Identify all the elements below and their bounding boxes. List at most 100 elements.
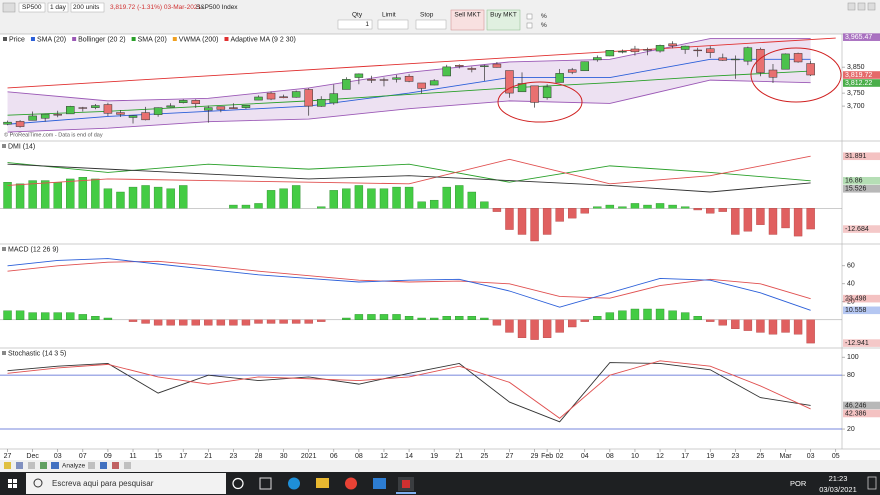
clock-time[interactable]: 21:23 [829, 474, 848, 483]
candle-body [705, 48, 715, 53]
x-tick-label: Feb [541, 453, 553, 460]
checkbox[interactable] [526, 13, 533, 20]
histogram-bar [517, 208, 527, 235]
title-icon [2, 247, 6, 251]
histogram-bar [279, 188, 288, 209]
candle-body [480, 65, 489, 67]
histogram-bar [530, 208, 539, 242]
instrument: S&P500 Index [196, 4, 238, 11]
app-icon[interactable] [373, 478, 386, 489]
notifications[interactable] [867, 476, 877, 490]
candle-body [605, 50, 615, 57]
clock-date[interactable]: 03/03/2021 [819, 485, 857, 494]
candle-body [467, 68, 477, 70]
x-tick-label: 08 [355, 453, 363, 460]
panel-title: DMI (14) [8, 143, 35, 150]
tool-icon[interactable] [88, 462, 95, 469]
candle-body [693, 49, 702, 52]
histogram-bar [304, 319, 313, 324]
title-icon [2, 144, 6, 148]
histogram-bar [643, 204, 652, 209]
legend-label: Adaptive MA (9 2 30) [230, 36, 295, 43]
histogram-bar [756, 319, 765, 333]
tool-icon[interactable] [16, 462, 23, 469]
histogram-bar [668, 204, 677, 209]
x-tick-label: 29 [531, 453, 539, 460]
histogram-bar [241, 204, 251, 209]
language[interactable]: POR [790, 479, 807, 488]
value-label-bg [843, 176, 880, 185]
start-button[interactable] [8, 479, 17, 488]
search-box[interactable] [26, 473, 226, 494]
histogram-bar [40, 180, 50, 209]
tool-icon[interactable] [28, 462, 35, 469]
candle-body [379, 79, 389, 81]
candle-body [28, 115, 37, 121]
candle-body [404, 75, 414, 82]
histogram-bar [743, 319, 753, 331]
task-view[interactable] [232, 477, 244, 490]
quote: 3,819.72 (-1.31%) 03-Mar-2021 [110, 4, 201, 11]
period-box[interactable] [47, 2, 69, 13]
symbol-box[interactable] [18, 2, 46, 13]
analyze[interactable]: Analyze [62, 463, 86, 470]
tool-icon[interactable] [100, 462, 107, 469]
sell-button[interactable] [450, 9, 485, 31]
panel-title: MACD (12 26 9) [8, 246, 59, 253]
indicator-line [7, 362, 811, 423]
menu-icon[interactable] [2, 2, 16, 13]
candle-body [718, 57, 728, 61]
limit-input[interactable] [377, 19, 409, 30]
candle-body [254, 96, 263, 101]
value-label: 15.526 [845, 186, 867, 193]
tool-icon[interactable] [4, 462, 11, 469]
indicator-line [7, 258, 811, 311]
candle-body [279, 96, 288, 99]
qty-input[interactable] [337, 19, 373, 30]
histogram-bar [317, 206, 326, 209]
histogram-bar [793, 208, 803, 237]
stop-input[interactable] [415, 19, 447, 30]
tool-icon[interactable] [124, 462, 131, 469]
window-button[interactable] [847, 2, 856, 11]
window-button[interactable] [867, 2, 876, 11]
candle-body [756, 48, 765, 73]
app-icon[interactable] [316, 478, 329, 488]
band-fill [7, 38, 811, 133]
x-tick-label: 21 [204, 453, 212, 460]
value-label: 16.86 [845, 178, 863, 185]
plot: 3,700 3,750 3,850 Price SMA (20) Bollinger (2… [0, 33, 880, 460]
histogram-bar [429, 199, 439, 209]
histogram-bar [768, 319, 778, 335]
app-icon[interactable] [259, 477, 272, 490]
y-tick-label: 20 [847, 426, 855, 433]
value-label-bg [843, 294, 880, 303]
sell-label: Sell MKT [454, 12, 480, 19]
histogram-bar [53, 312, 62, 321]
value-label: 3,819.72 [845, 72, 872, 79]
app-icon[interactable] [345, 477, 357, 490]
candle-body [191, 100, 201, 104]
buy-button[interactable] [486, 9, 521, 31]
tool-icon[interactable] [40, 462, 47, 469]
candle-body [153, 107, 163, 115]
histogram-bar [568, 208, 577, 219]
candle-body [91, 105, 100, 108]
tool-icon[interactable] [51, 462, 59, 469]
histogram-bar [718, 208, 727, 212]
histogram-bar [706, 319, 715, 322]
units-box[interactable] [70, 2, 105, 13]
tool-icon[interactable] [112, 462, 119, 469]
app-icon[interactable] [288, 477, 300, 490]
candle-body [643, 49, 652, 51]
window-button[interactable] [857, 2, 866, 11]
checkbox[interactable] [526, 22, 533, 29]
search-icon [33, 478, 43, 488]
histogram-bar [153, 319, 163, 326]
histogram-bar [392, 314, 401, 320]
histogram-bar [53, 181, 62, 209]
histogram-bar [655, 308, 665, 321]
histogram-bar [655, 203, 665, 209]
value-label-bg [843, 306, 880, 315]
candle-body [3, 121, 12, 125]
